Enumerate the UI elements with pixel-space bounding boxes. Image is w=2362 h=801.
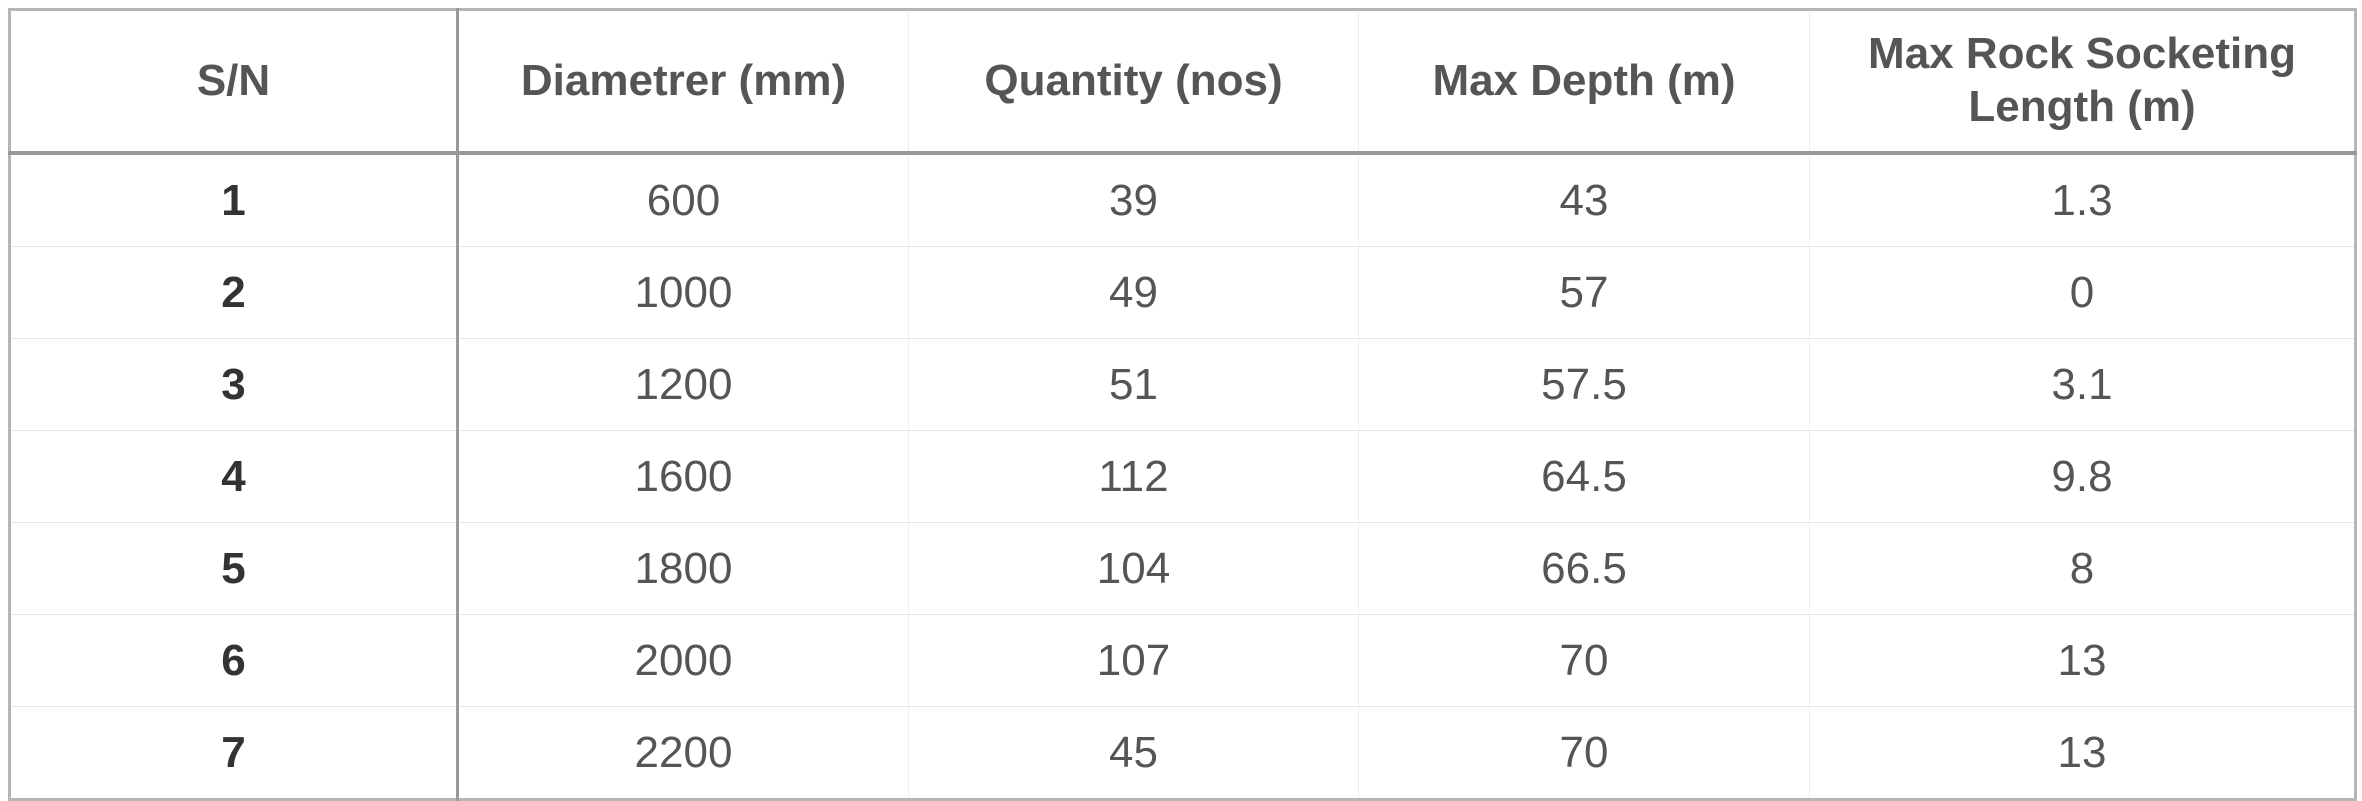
data-cell: 104	[908, 522, 1359, 615]
data-cell: 43	[1358, 152, 1810, 247]
data-cell: 1800	[457, 522, 909, 615]
data-cell: 70	[1358, 706, 1810, 800]
table-header: S/N Diametrer (mm) Quantity (nos) Max Depth…	[9, 9, 2356, 155]
header-cell: S/N	[9, 9, 459, 155]
table-row: 2 1000 49 57 0	[9, 246, 2356, 339]
table-row: 5 1800 104 66.5 8	[9, 522, 2356, 615]
data-cell: 39	[908, 152, 1359, 247]
serial-cell: 1	[9, 152, 459, 247]
table-row: 4 1600 112 64.5 9.8	[9, 430, 2356, 523]
serial-cell: 3	[9, 338, 459, 431]
header-cell: Quantity (nos)	[908, 9, 1359, 155]
table-row: 6 2000 107 70 13	[9, 614, 2356, 707]
pile-table: S/N Diametrer (mm) Quantity (nos) Max Depth…	[8, 8, 2357, 801]
data-cell: 64.5	[1358, 430, 1810, 523]
table-row: 3 1200 51 57.5 3.1	[9, 338, 2356, 431]
data-cell: 70	[1358, 614, 1810, 707]
data-cell: 107	[908, 614, 1359, 707]
serial-cell: 4	[9, 430, 459, 523]
data-cell: 57.5	[1358, 338, 1810, 431]
table-row: 1 600 39 43 1.3	[9, 152, 2356, 247]
data-cell: 45	[908, 706, 1359, 800]
data-cell: 66.5	[1358, 522, 1810, 615]
serial-cell: 6	[9, 614, 459, 707]
table-row: 7 2200 45 70 13	[9, 706, 2356, 800]
data-cell: 1200	[457, 338, 909, 431]
data-cell: 3.1	[1809, 338, 2356, 431]
header-cell: Max Rock Socketing Length (m)	[1809, 9, 2356, 155]
data-cell: 112	[908, 430, 1359, 523]
data-cell: 57	[1358, 246, 1810, 339]
data-cell: 1.3	[1809, 152, 2356, 247]
table-body: 1 600 39 43 1.3 2 1000 49 57 0 3 1200 51 57.5 3.1 4 1600…	[9, 152, 2356, 800]
header-cell: Diametrer (mm)	[457, 9, 909, 155]
serial-cell: 5	[9, 522, 459, 615]
data-cell: 13	[1809, 706, 2356, 800]
data-cell: 2200	[457, 706, 909, 800]
data-cell: 49	[908, 246, 1359, 339]
data-cell: 2000	[457, 614, 909, 707]
data-cell: 8	[1809, 522, 2356, 615]
header-cell: Max Depth (m)	[1358, 9, 1810, 155]
data-cell: 51	[908, 338, 1359, 431]
data-cell: 1600	[457, 430, 909, 523]
data-cell: 600	[457, 152, 909, 247]
serial-cell: 2	[9, 246, 459, 339]
header-row: S/N Diametrer (mm) Quantity (nos) Max Depth…	[9, 9, 2356, 155]
data-cell: 0	[1809, 246, 2356, 339]
data-cell: 9.8	[1809, 430, 2356, 523]
serial-cell: 7	[9, 706, 459, 800]
data-cell: 13	[1809, 614, 2356, 707]
data-cell: 1000	[457, 246, 909, 339]
